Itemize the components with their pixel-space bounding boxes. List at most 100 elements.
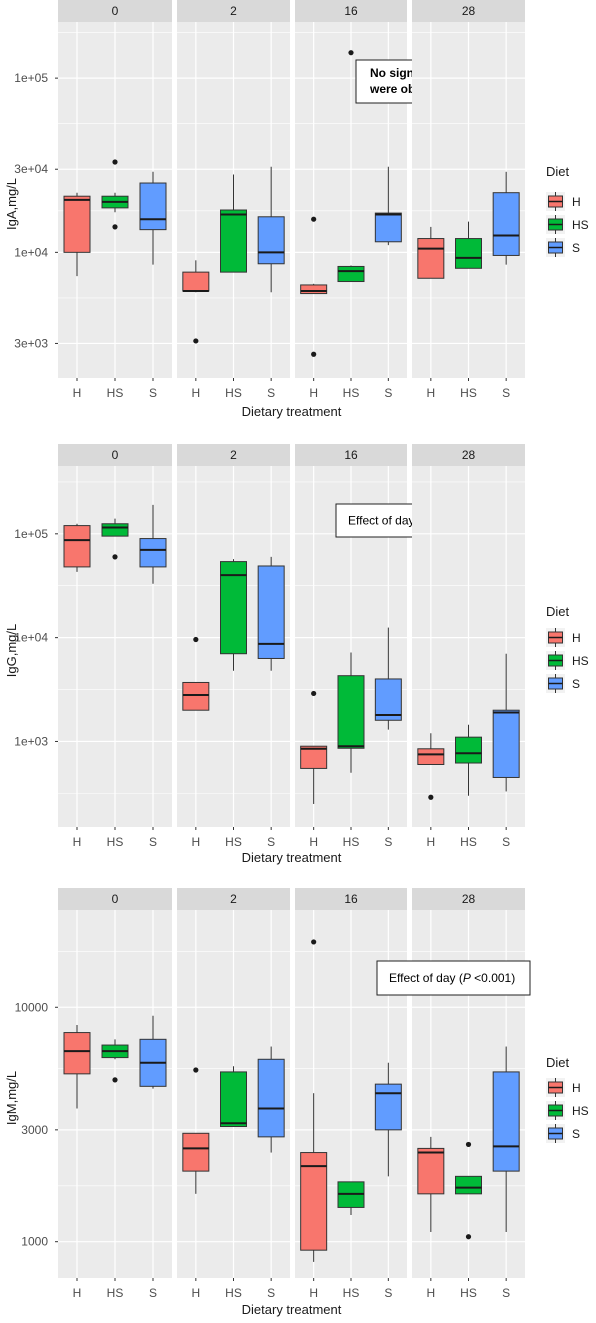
- x-tick-label: S: [502, 386, 510, 400]
- x-tick-label: S: [267, 1286, 275, 1300]
- outlier-point: [112, 1077, 118, 1083]
- box-hs: [101, 159, 129, 230]
- y-tick-label: 1e+05: [14, 527, 48, 541]
- box-hs: [337, 652, 365, 773]
- box-h: [300, 939, 328, 1262]
- box-h: [417, 226, 445, 279]
- facet-strip: [412, 0, 525, 22]
- box-hs: [337, 50, 365, 283]
- box-iqr: [455, 238, 482, 269]
- box-h: [417, 1136, 445, 1232]
- box-iqr: [337, 675, 365, 749]
- box-iqr: [139, 538, 167, 568]
- facet-panel-day-2: 2 H HS S: [177, 444, 290, 849]
- box-hs: [101, 1039, 129, 1083]
- legend-label: HS: [572, 1104, 589, 1118]
- x-tick-label: S: [384, 1286, 392, 1300]
- box-h: [300, 690, 328, 804]
- x-tick-label: H: [309, 835, 318, 849]
- facet-strip: [295, 0, 407, 22]
- outlier-point: [112, 159, 118, 165]
- x-tick-label: H: [191, 835, 200, 849]
- outlier-point: [193, 636, 199, 643]
- box-iqr: [492, 1071, 520, 1172]
- facet-strip: [412, 888, 525, 910]
- box-iqr: [220, 209, 247, 273]
- box-h: [63, 523, 91, 572]
- box-iqr: [374, 678, 402, 721]
- box-iqr: [417, 748, 445, 765]
- box-iqr: [300, 1152, 328, 1251]
- facet-panel-day-0: 0 H HS S: [58, 0, 172, 400]
- y-tick-label: 1e+03: [14, 734, 48, 748]
- facet-strip: [58, 444, 172, 466]
- box-hs: [101, 518, 129, 560]
- facet-strip-label: 16: [344, 4, 358, 18]
- facet-panel-day-28: 28 H HS S: [412, 444, 525, 849]
- facet-strip: [58, 0, 172, 22]
- x-tick-label: H: [309, 1286, 318, 1300]
- facet-strip-label: 28: [462, 448, 476, 462]
- legend-label: H: [572, 195, 581, 209]
- x-tick-label: H: [73, 835, 82, 849]
- y-tick-label: 3000: [21, 1123, 48, 1137]
- x-tick-label: S: [502, 1286, 510, 1300]
- box-h: [182, 260, 210, 344]
- legend-key-s: S: [546, 674, 580, 693]
- y-tick-label: 1e+04: [14, 245, 48, 259]
- outlier-point: [348, 50, 354, 56]
- y-tick-label: 1e+05: [14, 71, 48, 85]
- facet-panel-day-16: 16 H HS S: [295, 888, 407, 1300]
- x-tick-label: S: [267, 835, 275, 849]
- facet-panel-day-2: 2 H HS S: [177, 888, 290, 1300]
- facet-panel-day-0: 0 H HS S: [58, 444, 172, 849]
- legend-label: H: [572, 631, 581, 645]
- box-iqr: [455, 1175, 482, 1195]
- x-tick-label: HS: [225, 835, 242, 849]
- box-hs: [455, 221, 482, 269]
- x-tick-label: S: [149, 1286, 157, 1300]
- box-h: [63, 192, 91, 277]
- x-tick-label: HS: [107, 386, 124, 400]
- box-s: [257, 556, 285, 671]
- box-iqr: [417, 238, 445, 279]
- box-s: [492, 653, 520, 792]
- x-tick-label: HS: [460, 386, 477, 400]
- x-tick-label: HS: [343, 835, 360, 849]
- box-iqr: [101, 523, 129, 537]
- box-h: [417, 733, 445, 800]
- box-iqr: [63, 525, 91, 568]
- legend-key-hs: HS: [546, 651, 589, 670]
- x-tick-label: S: [384, 835, 392, 849]
- x-tick-label: H: [426, 1286, 435, 1300]
- facet-strip-label: 16: [344, 892, 358, 906]
- facet-strip-label: 28: [462, 892, 476, 906]
- box-s: [139, 1015, 167, 1089]
- box-iqr: [257, 216, 285, 265]
- box-hs: [220, 1066, 247, 1128]
- facet-strip: [295, 888, 407, 910]
- outlier-point: [311, 939, 317, 945]
- outlier-point: [311, 216, 317, 222]
- y-tick-label: 1000: [21, 1235, 48, 1249]
- legend-key-h: H: [546, 628, 581, 647]
- box-s: [257, 166, 285, 293]
- box-hs: [220, 559, 247, 671]
- facet-panel-day-2: 2 H HS S: [177, 0, 290, 400]
- x-tick-label: S: [267, 386, 275, 400]
- x-axis-title: Dietary treatment: [242, 1302, 342, 1317]
- box-hs: [337, 1181, 365, 1215]
- box-h: [63, 1025, 91, 1109]
- x-tick-label: H: [426, 386, 435, 400]
- box-iqr: [220, 561, 247, 655]
- box-s: [374, 1062, 402, 1177]
- x-tick-label: HS: [343, 386, 360, 400]
- outlier-point: [311, 690, 317, 697]
- outlier-point: [465, 1234, 472, 1240]
- box-iqr: [492, 192, 520, 256]
